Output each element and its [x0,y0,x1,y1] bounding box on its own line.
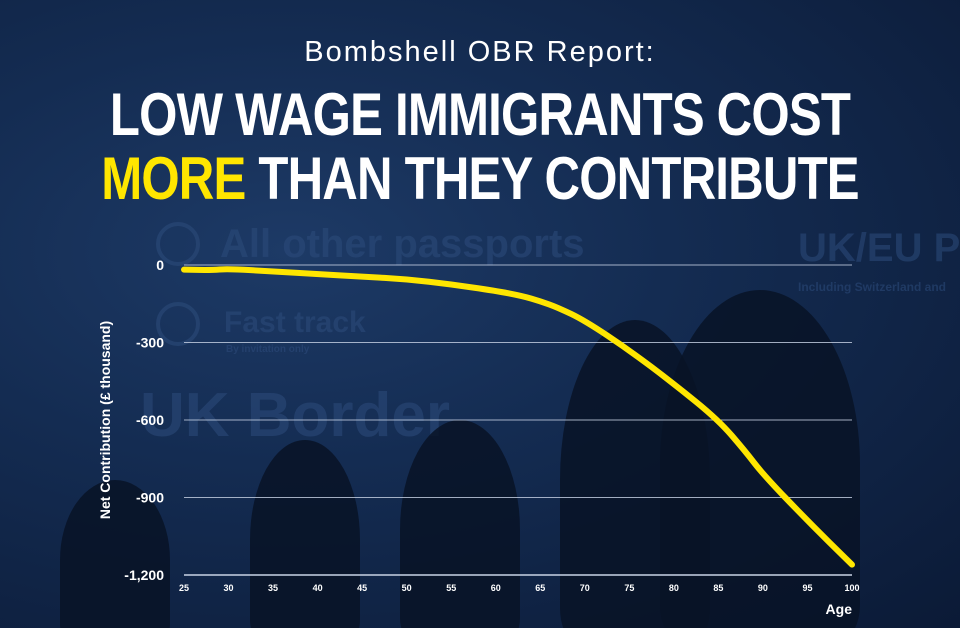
person-silhouette [250,440,360,628]
series-line [181,266,855,568]
x-tick-label: 30 [224,583,234,593]
person-silhouette [400,420,520,628]
background-sign-uk-eu-sub: Including Switzerland and [798,280,947,294]
headline-line-2-rest: THAN THEY CONTRIBUTE [245,145,859,212]
headline-highlight: MORE [101,145,246,212]
x-tick-label: 35 [268,583,278,593]
arrow-left-icon [156,302,200,346]
x-tick-label: 45 [357,583,367,593]
x-tick-label: 100 [844,583,859,593]
x-tick-label: 85 [713,583,723,593]
y-tick-label: -900 [136,490,164,506]
x-tick-label: 60 [491,583,501,593]
x-tick-label: 70 [580,583,590,593]
x-tick-label: 50 [402,583,412,593]
x-tick-label: 65 [535,583,545,593]
x-tick-label: 40 [313,583,323,593]
background-sign-uk-eu: UK/EU P [798,226,960,270]
arrow-left-icon [156,222,200,266]
background-sign-all-other-passports: All other passports [220,222,585,266]
x-tick-label: 90 [758,583,768,593]
headline-line-1: LOW WAGE IMMIGRANTS COST [109,81,851,148]
x-tick-label: 80 [669,583,679,593]
y-tick-label: 0 [156,257,164,273]
y-tick-label: -600 [136,412,164,428]
x-tick-label: 55 [446,583,456,593]
y-axis-label: Net Contribution (£ thousand) [97,321,113,519]
background-sign-uk-border: UK Border [140,381,451,450]
subtitle: Bombshell OBR Report: [304,36,656,68]
x-axis-label: Age [826,601,853,617]
x-tick-label: 95 [802,583,812,593]
person-silhouette [660,290,860,628]
background-sign-fast-track-sub: By invitation only [226,344,310,355]
person-silhouette [60,480,170,628]
background-sign-fast-track: Fast track [224,306,366,339]
x-tick-label: 25 [179,583,189,593]
y-tick-label: -1,200 [124,567,164,583]
headline-line-2: MORE THAN THEY CONTRIBUTE [86,148,873,210]
y-tick-label: -300 [136,335,164,351]
x-tick-label: 75 [624,583,634,593]
